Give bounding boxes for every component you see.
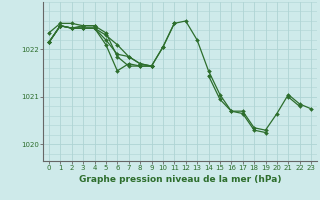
X-axis label: Graphe pression niveau de la mer (hPa): Graphe pression niveau de la mer (hPa) [79, 175, 281, 184]
